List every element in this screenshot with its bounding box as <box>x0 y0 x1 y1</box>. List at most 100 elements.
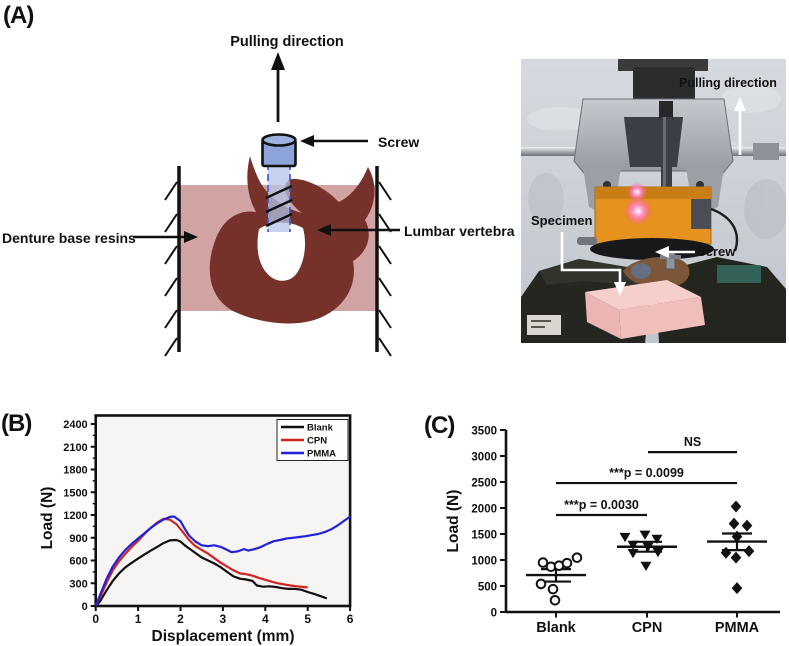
data-point-Blank <box>547 583 559 595</box>
screw-callout-arrow <box>300 135 368 147</box>
x-tick-label: 1 <box>135 612 142 626</box>
base-knob <box>577 237 597 245</box>
y-tick-label: 2500 <box>471 478 497 490</box>
pulling-direction-arrow <box>271 52 285 122</box>
cable <box>710 207 739 252</box>
right-wall <box>375 166 392 357</box>
data-point-PMMA <box>731 582 743 595</box>
white-sticker <box>527 315 561 335</box>
x-category-label-Blank: Blank <box>536 620 576 636</box>
x-tick-label: 3 <box>220 612 227 626</box>
y-tick-label: 3500 <box>471 426 497 438</box>
data-point-Blank <box>549 595 561 606</box>
significance-label: ***p = 0.0030 <box>564 498 639 512</box>
y-tick-label: 1800 <box>63 465 87 477</box>
vertebral-foramen-hole <box>257 222 305 281</box>
laser-glow-large <box>624 197 652 225</box>
y-axis-label: Load (N) <box>445 490 462 553</box>
vertebra-callout-arrow <box>317 224 400 236</box>
data-point-Blank <box>571 552 583 563</box>
y-tick-label: 600 <box>69 556 87 568</box>
pink-resin-block <box>585 280 705 339</box>
screw-shaft <box>265 163 293 232</box>
data-point-CPN <box>627 540 639 550</box>
data-point-PMMA <box>730 551 742 564</box>
data-point-Blank <box>535 578 547 590</box>
data-point-PMMA <box>720 546 732 559</box>
rod-clamp-block <box>753 143 779 160</box>
legend-label-CPN: CPN <box>307 436 327 447</box>
y-tick-label: 1200 <box>63 510 87 522</box>
data-point-CPN <box>619 532 631 543</box>
arrow-left-icon <box>655 246 669 258</box>
data-point-CPN <box>639 530 651 540</box>
pullout-strength-scatter-chart: 0 500 1000 1500 2000 2500 3000 3500 Load (N) Blan… <box>445 426 780 636</box>
significance-label: ***p = 0.0099 <box>609 466 684 480</box>
data-point-CPN <box>640 561 652 571</box>
significance-label: NS <box>684 435 701 449</box>
y-tick-label: 1500 <box>63 487 87 499</box>
arrow-left-icon <box>300 135 314 147</box>
green-sticker <box>717 265 761 283</box>
panel-a-label: (A) <box>3 2 34 29</box>
y-tick-label: 2400 <box>63 419 87 431</box>
x-tick-label: 4 <box>262 612 269 626</box>
data-point-CPN <box>642 542 654 552</box>
y-axis-label: Load (N) <box>39 487 56 550</box>
screw-head <box>261 133 297 168</box>
screw-label: Screw <box>378 134 419 150</box>
data-point-Blank <box>561 557 573 569</box>
x-tick-label: 6 <box>347 612 354 626</box>
arrow-up-icon <box>271 52 285 70</box>
right-wall-hatching <box>378 181 392 357</box>
photo-pulling-direction-label: Pulling direction <box>679 76 777 90</box>
x-category-label-PMMA: PMMA <box>715 620 760 636</box>
panel-b-label: (B) <box>1 410 32 437</box>
device-base <box>590 238 714 260</box>
x-tick-label: 0 <box>92 612 99 626</box>
series-line-Blank <box>94 538 328 607</box>
data-point-PMMA <box>743 545 755 558</box>
y-tick-label: 300 <box>69 578 87 590</box>
arrow-left-icon <box>317 224 331 236</box>
data-point-CPN <box>627 549 639 559</box>
pullout-test-diagram: Pulling direction Screw Denture base res… <box>2 34 515 357</box>
laser-glow-small <box>627 182 647 202</box>
y-tick-label: 900 <box>69 533 87 545</box>
arrow-right-icon <box>184 231 198 243</box>
denture-callout-arrow <box>133 231 198 243</box>
arrow-up-icon <box>734 97 746 111</box>
series-line-CPN <box>94 517 308 607</box>
pulling-direction-label: Pulling direction <box>230 34 344 50</box>
y-tick-label: 1500 <box>471 530 497 542</box>
laser-level-device <box>594 182 739 252</box>
arrow-down-icon <box>614 282 626 296</box>
data-point-CPN <box>651 534 663 544</box>
photo-screw-label: Screw <box>697 244 736 259</box>
photo-screw-arrow <box>655 246 695 258</box>
x-category-label-CPN: CPN <box>632 620 663 636</box>
left-wall <box>164 166 181 357</box>
x-tick-label: 5 <box>304 612 311 626</box>
y-tick-label: 0 <box>82 601 88 613</box>
data-point-PMMA <box>730 500 742 513</box>
data-point-PMMA <box>741 519 753 532</box>
load-displacement-chart: 0 300 600 900 1200 1500 1800 2100 2400 0 1 2 3 4 5 6 Dis… <box>39 414 354 645</box>
photo-specimen-label: Specimen <box>531 213 592 228</box>
cloth-wrinkles <box>527 85 786 239</box>
x-tick-label: 2 <box>177 612 184 626</box>
lumbar-vertebra-label: Lumbar vertebra <box>404 223 515 239</box>
screw-threads <box>265 184 293 228</box>
data-point-CPN <box>652 548 664 558</box>
photo-specimen-bracket-arrow <box>560 232 626 296</box>
y-tick-label: 2100 <box>63 442 87 454</box>
x-axis-label: Displacement (mm) <box>152 628 295 645</box>
denture-base-resins-label: Denture base resins <box>2 230 136 246</box>
legend-label-PMMA: PMMA <box>307 449 336 460</box>
legend-label-Blank: Blank <box>307 423 334 434</box>
data-point-PMMA <box>728 517 740 530</box>
photo-pulling-arrow <box>734 97 746 155</box>
experiment-photo: Pulling direction Specimen Screw <box>521 59 786 343</box>
y-tick-label: 1000 <box>471 556 497 568</box>
